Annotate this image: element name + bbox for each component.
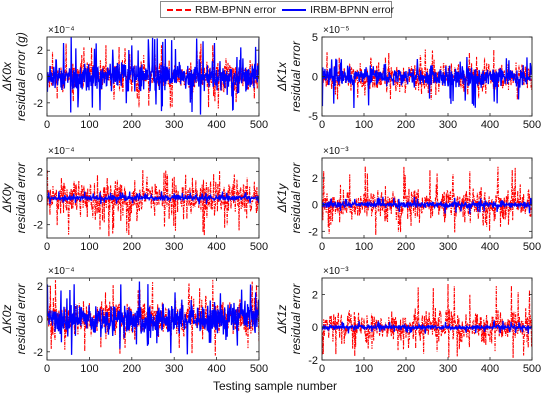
y-tick-label: -2 [308, 226, 318, 238]
y-tick-label: 2 [37, 281, 43, 293]
axes-frame [321, 157, 533, 239]
x-tick-label: 100 [80, 119, 98, 131]
y-tick-label: -2 [33, 98, 43, 110]
x-tick-label: 300 [165, 119, 183, 131]
x-tick-label: 400 [481, 119, 499, 131]
x-tick-label: 200 [397, 241, 415, 253]
y-tick-label: 0 [37, 72, 43, 84]
series-line-irbm [47, 281, 259, 355]
y-tick-label: 0 [312, 72, 318, 84]
y-axis-label: residual error (g) [14, 32, 28, 121]
y-axis-label: residual error [289, 162, 303, 234]
x-tick-label: 100 [355, 241, 373, 253]
x-tick-label: 200 [397, 119, 415, 131]
x-tick-label: 0 [44, 241, 50, 253]
series-line-rbm [47, 170, 259, 237]
y-tick-label: -2 [308, 355, 318, 367]
y-tick-label: 0 [312, 200, 318, 212]
y-exponent-label: ×10⁻³ [323, 146, 349, 157]
y-tick-label: -5 [308, 111, 318, 123]
y-exponent-label: ×10⁻⁴ [48, 146, 75, 157]
x-tick-label: 200 [123, 241, 141, 253]
x-tick-label: 300 [439, 119, 457, 131]
series-line-irbm [47, 37, 259, 115]
y-tick-label: -2 [33, 220, 43, 232]
x-tick-label: 0 [44, 363, 50, 375]
x-tick-label: 500 [523, 363, 541, 375]
legend-label-rbm: RBM-BPNN error [195, 3, 277, 16]
x-tick-label: 400 [207, 241, 225, 253]
y-axis-label: residual error [14, 283, 28, 355]
x-tick-label: 400 [481, 363, 499, 375]
x-tick-label: 300 [165, 241, 183, 253]
y-axis-label: residual error [289, 40, 303, 112]
x-tick-label: 500 [523, 241, 541, 253]
legend-swatch-blue [282, 8, 307, 11]
y-tick-label: 2 [37, 166, 43, 178]
series-line-rbm [322, 166, 532, 236]
x-axis-caption: Testing sample number [212, 379, 338, 393]
x-tick-label: 300 [165, 363, 183, 375]
legend: RBM-BPNN error IRBM-BPNN error [160, 1, 394, 18]
x-tick-label: 0 [44, 119, 50, 131]
x-tick-label: 500 [250, 363, 268, 375]
y-tick-label: 0 [37, 314, 43, 326]
x-tick-label: 0 [319, 363, 325, 375]
y-tick-label: 0 [37, 193, 43, 205]
x-tick-label: 200 [397, 363, 415, 375]
series-line-irbm [47, 191, 259, 205]
x-tick-label: 500 [250, 119, 268, 131]
x-tick-label: 200 [123, 363, 141, 375]
x-tick-label: 100 [80, 241, 98, 253]
series-line-irbm [322, 56, 532, 109]
y-axis-symbol: ΔK1x [275, 61, 289, 92]
y-axis-symbol: ΔK0z [0, 305, 14, 335]
x-tick-label: 500 [250, 241, 268, 253]
x-tick-label: 400 [481, 241, 499, 253]
legend-swatch-red [167, 8, 191, 11]
y-axis-symbol: ΔK1y [275, 183, 289, 214]
y-tick-label: 2 [37, 45, 43, 57]
y-axis-symbol: ΔK0x [0, 61, 14, 92]
series-line-irbm [322, 196, 532, 214]
y-axis-symbol: ΔK0y [0, 183, 14, 214]
y-exponent-label: ×10⁻⁴ [48, 25, 75, 36]
x-tick-label: 300 [439, 363, 457, 375]
x-tick-label: 0 [319, 241, 325, 253]
x-tick-label: 200 [123, 119, 141, 131]
y-tick-label: 2 [312, 289, 318, 301]
y-axis-label: residual error [14, 162, 28, 234]
x-tick-label: 0 [319, 119, 325, 131]
axes-frame [321, 277, 533, 361]
y-exponent-label: ×10⁻⁴ [48, 266, 75, 277]
y-tick-label: 0 [312, 322, 318, 334]
y-exponent-label: ×10⁻⁵ [323, 25, 349, 36]
x-tick-label: 500 [523, 119, 541, 131]
y-tick-label: 5 [312, 32, 318, 44]
y-tick-label: -2 [33, 347, 43, 359]
legend-entry-rbm: RBM-BPNN error [167, 4, 276, 16]
x-tick-label: 100 [355, 119, 373, 131]
y-exponent-label: ×10⁻³ [323, 266, 349, 277]
x-tick-label: 100 [355, 363, 373, 375]
series-line-irbm [322, 319, 532, 334]
series-line-rbm [322, 283, 532, 358]
y-axis-symbol: ΔK1z [275, 305, 289, 335]
legend-entry-irbm: IRBM-BPNN error [282, 4, 394, 16]
x-tick-label: 400 [207, 119, 225, 131]
legend-label-irbm: IRBM-BPNN error [310, 3, 395, 16]
x-tick-label: 300 [439, 241, 457, 253]
x-tick-label: 400 [207, 363, 225, 375]
y-axis-label: residual error [289, 283, 303, 355]
x-tick-label: 100 [80, 363, 98, 375]
y-tick-label: 2 [312, 173, 318, 185]
